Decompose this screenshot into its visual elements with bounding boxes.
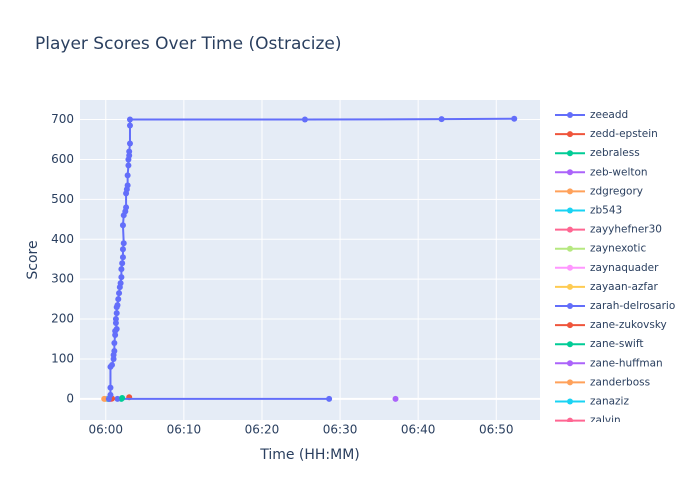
legend-marker [567, 112, 573, 118]
legend-label: zb543 [590, 205, 622, 217]
legend-label: zayaan-azfar [590, 281, 659, 293]
y-axis-title: Score [25, 240, 41, 279]
x-tick-label: 06:10 [167, 423, 202, 437]
data-point [119, 395, 126, 402]
legend-marker [567, 283, 573, 290]
legend-label: zane-zukovsky [590, 319, 667, 331]
legend-marker [567, 169, 573, 176]
legend-marker [567, 360, 573, 367]
x-tick-label: 06:40 [401, 423, 436, 437]
data-point [113, 326, 120, 333]
y-tick-label: 400 [51, 232, 74, 246]
legend-label: zaynexotic [590, 243, 646, 255]
legend: zeeadd zedd-epstein zebraless zeb-welton zdg… [555, 109, 675, 427]
data-point [126, 116, 133, 123]
data-point [125, 162, 132, 169]
data-point [115, 296, 122, 303]
legend-label: zarah-delrosario [590, 300, 675, 312]
data-point [118, 266, 125, 273]
data-point [114, 302, 121, 309]
data-point [126, 122, 133, 129]
data-point [117, 280, 124, 287]
data-point [111, 339, 118, 346]
legend-label: zedd-epstein [590, 128, 658, 140]
y-tick-label: 0 [66, 391, 74, 405]
data-point [124, 172, 131, 179]
data-point [114, 395, 121, 402]
data-point [301, 116, 308, 123]
legend-marker [567, 207, 573, 214]
data-point [124, 182, 131, 189]
data-point [107, 384, 114, 391]
data-point [119, 260, 126, 267]
y-tick-label: 500 [51, 192, 74, 206]
y-tick-label: 200 [51, 312, 74, 326]
data-point [107, 391, 114, 398]
x-tick-label: 06:20 [245, 423, 280, 437]
legend-label: zaynaquader [590, 262, 659, 274]
legend-marker [567, 226, 573, 233]
data-point [438, 116, 445, 123]
plot-area [80, 100, 540, 420]
data-point [511, 115, 518, 122]
data-point [101, 395, 108, 402]
legend-marker [567, 245, 573, 252]
legend-label: zdgregory [590, 185, 643, 197]
data-point [119, 222, 126, 229]
y-tick-label: 600 [51, 152, 74, 166]
legend-label: zayyhefner30 [590, 224, 662, 236]
data-point [119, 246, 126, 253]
data-point [123, 204, 130, 211]
x-tick-label: 06:50 [479, 423, 514, 437]
legend-marker [567, 303, 573, 309]
legend-marker [567, 322, 573, 329]
legend-marker [567, 341, 573, 348]
legend-label: zebraless [590, 147, 640, 159]
data-point [109, 361, 116, 368]
data-point [112, 316, 119, 323]
legend-label: zalvin [590, 415, 621, 427]
y-tick-label: 700 [51, 112, 74, 126]
x-axis-title: Time (HH:MM) [259, 447, 360, 463]
data-point [392, 395, 399, 402]
x-tick-label: 06:30 [323, 423, 358, 437]
legend-label: zane-huffman [590, 357, 663, 369]
legend-label: zanderboss [590, 376, 650, 388]
legend-label: zeb-welton [590, 166, 648, 178]
legend-marker [567, 398, 573, 405]
data-point [126, 148, 133, 155]
data-point [113, 310, 120, 317]
data-point [120, 240, 127, 247]
legend-label: zeeadd [590, 109, 628, 121]
legend-marker [567, 131, 573, 138]
legend-marker [567, 188, 573, 195]
data-point [118, 274, 125, 281]
legend-marker [567, 264, 573, 271]
x-tick-label: 06:00 [88, 423, 123, 437]
plot [101, 115, 518, 402]
data-point [119, 254, 126, 261]
y-tick-label: 300 [51, 272, 74, 286]
chart-title: Player Scores Over Time (Ostracize) [35, 34, 342, 54]
legend-marker [567, 379, 573, 386]
legend-marker [567, 417, 573, 422]
grid [80, 100, 540, 420]
y-tick-label: 100 [51, 351, 74, 365]
data-point [326, 395, 333, 402]
data-point [116, 290, 123, 297]
data-point [111, 347, 118, 354]
legend-label: zanaziz [590, 396, 629, 408]
legend-marker [567, 150, 573, 157]
legend-label: zane-swift [590, 338, 643, 350]
data-point [126, 140, 133, 147]
